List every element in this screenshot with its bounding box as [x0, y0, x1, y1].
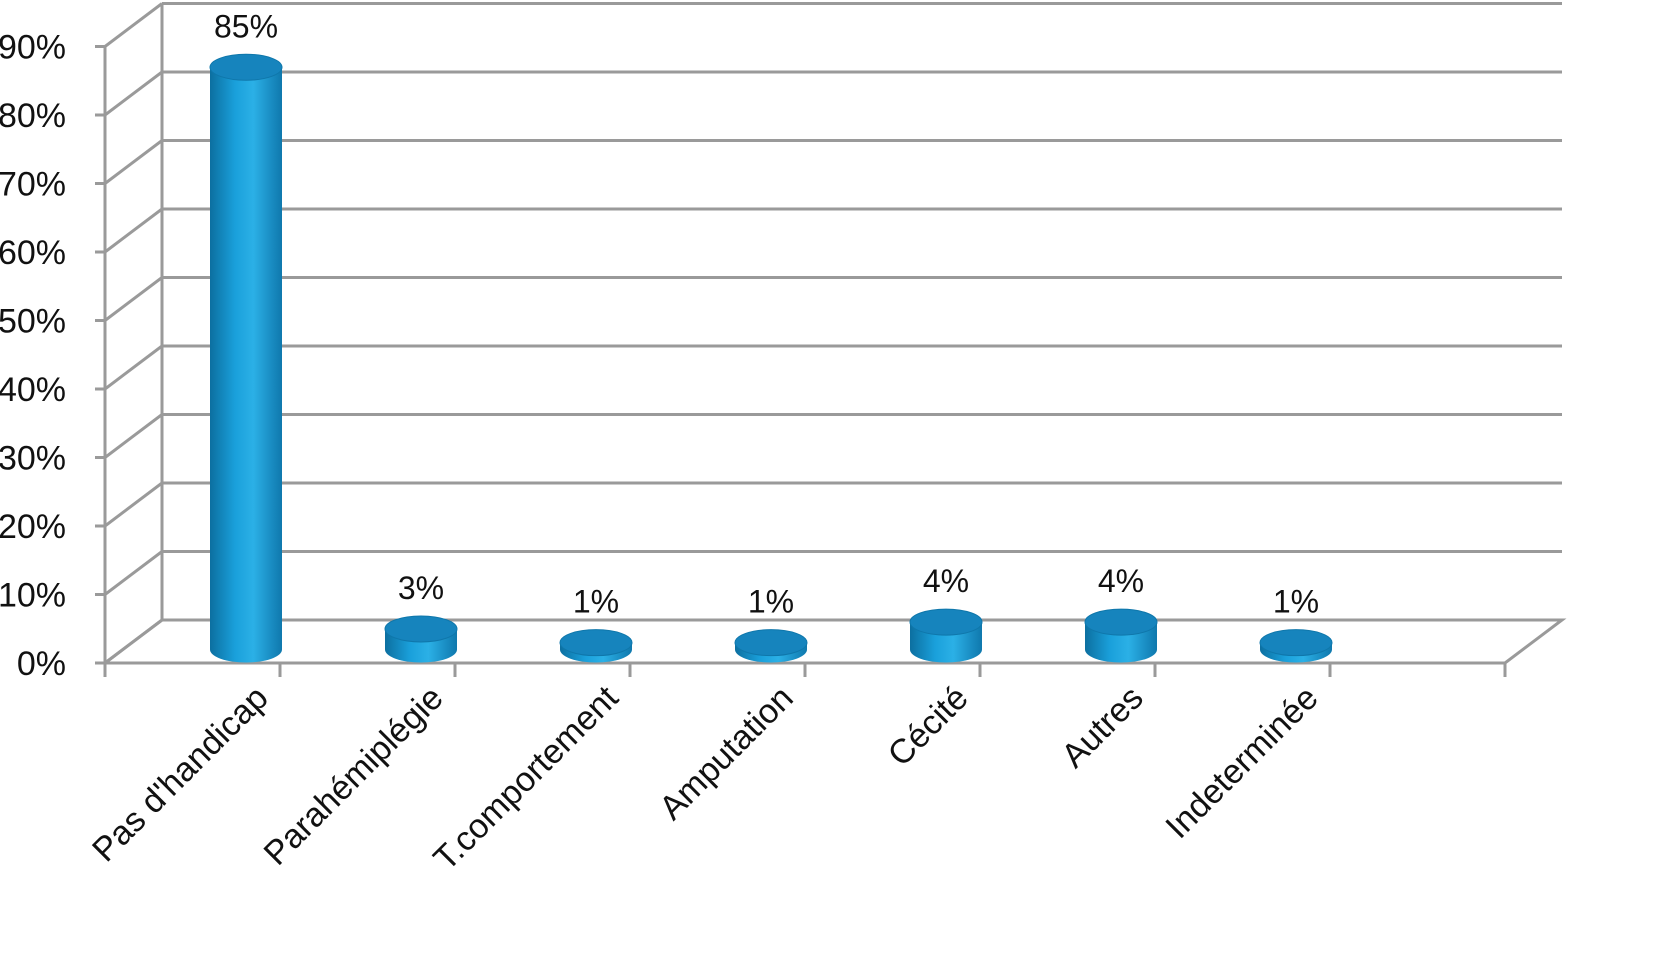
- category-label: Indeterminée: [1158, 679, 1325, 846]
- chart-walls: [100, 3, 1567, 665]
- gridline-side: [104, 481, 163, 528]
- gridline-side: [104, 139, 163, 185]
- gridlines: [95, 2, 1562, 665]
- y-tick-label: 10%: [0, 577, 66, 615]
- bar: [1259, 629, 1333, 663]
- gridline-side: [104, 2, 163, 48]
- data-label: 3%: [398, 570, 444, 606]
- bar-top: [559, 629, 633, 657]
- bar-top: [1084, 608, 1158, 636]
- data-label: 4%: [923, 563, 969, 599]
- bar-body: [210, 67, 282, 663]
- y-tick-label: 70%: [0, 166, 66, 204]
- bar: [209, 53, 283, 663]
- gridline-side: [104, 550, 163, 596]
- gridline-side: [104, 207, 163, 254]
- bars: [209, 53, 1333, 663]
- bar-top: [909, 608, 983, 636]
- x-axis: [103, 663, 1507, 677]
- y-tick-label: 80%: [0, 97, 66, 135]
- chart-floor: [100, 618, 1567, 665]
- bar: [1084, 608, 1158, 663]
- bar-top: [209, 53, 283, 81]
- data-labels: 85% 3% 1% 1% 4% 4% 1%: [214, 8, 1319, 619]
- bar-top: [734, 629, 808, 657]
- bar: [734, 629, 808, 663]
- y-tick-label: 60%: [0, 234, 66, 272]
- bar: [384, 615, 458, 663]
- category-label: Amputation: [652, 679, 800, 827]
- category-label: Cécité: [881, 679, 976, 774]
- y-tick-label: 30%: [0, 440, 66, 478]
- y-axis-tick-labels: 0% 10% 20% 30% 40% 50% 60% 70% 80% 90%: [0, 29, 66, 684]
- gridline-side: [104, 413, 163, 459]
- bar-top: [384, 615, 458, 643]
- bar: [559, 629, 633, 663]
- data-label: 85%: [214, 8, 278, 44]
- gridline-side: [104, 70, 163, 117]
- data-label: 1%: [1273, 584, 1319, 620]
- y-tick-label: 20%: [0, 508, 66, 546]
- gridline-side: [104, 344, 163, 391]
- bar: [909, 608, 983, 663]
- y-tick-label: 50%: [0, 303, 66, 341]
- gridline-side: [104, 276, 163, 322]
- y-tick-label: 40%: [0, 371, 66, 409]
- data-label: 1%: [748, 584, 794, 620]
- category-label: Autres: [1054, 679, 1150, 775]
- category-label: Parahémiplégie: [257, 679, 451, 873]
- data-label: 4%: [1098, 563, 1144, 599]
- category-label: T.comportement: [426, 678, 626, 878]
- bar-top: [1259, 629, 1333, 657]
- y-tick-label: 0%: [17, 645, 66, 683]
- data-label: 1%: [573, 584, 619, 620]
- y-tick-label: 90%: [0, 29, 66, 67]
- category-label: Pas d'handicap: [85, 679, 276, 870]
- category-labels: Pas d'handicapParahémiplégieT.comporteme…: [85, 678, 1326, 878]
